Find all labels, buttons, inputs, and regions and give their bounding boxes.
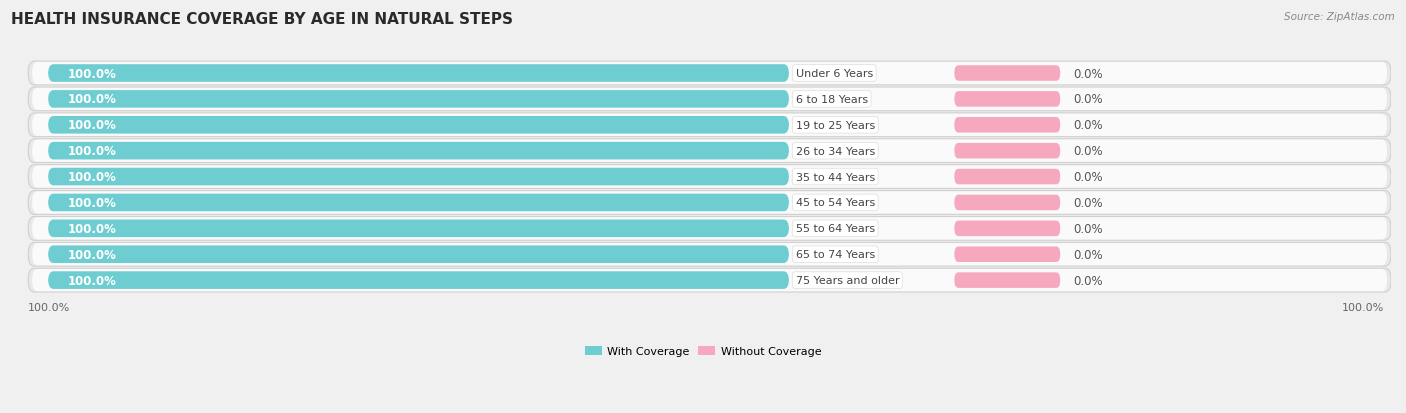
FancyBboxPatch shape [48, 194, 789, 212]
Text: 19 to 25 Years: 19 to 25 Years [796, 121, 875, 131]
FancyBboxPatch shape [955, 169, 1060, 185]
FancyBboxPatch shape [28, 191, 1391, 215]
FancyBboxPatch shape [28, 114, 1391, 138]
FancyBboxPatch shape [48, 169, 789, 186]
Text: 0.0%: 0.0% [1073, 67, 1104, 80]
Text: 26 to 34 Years: 26 to 34 Years [796, 146, 875, 156]
Text: 0.0%: 0.0% [1073, 197, 1104, 209]
Text: 45 to 54 Years: 45 to 54 Years [796, 198, 875, 208]
FancyBboxPatch shape [32, 192, 1388, 214]
Text: 0.0%: 0.0% [1073, 145, 1104, 158]
Text: 0.0%: 0.0% [1073, 222, 1104, 235]
Legend: With Coverage, Without Coverage: With Coverage, Without Coverage [581, 342, 825, 361]
Text: 35 to 44 Years: 35 to 44 Years [796, 172, 875, 182]
FancyBboxPatch shape [48, 220, 789, 237]
FancyBboxPatch shape [32, 166, 1388, 188]
FancyBboxPatch shape [28, 165, 1391, 189]
Text: HEALTH INSURANCE COVERAGE BY AGE IN NATURAL STEPS: HEALTH INSURANCE COVERAGE BY AGE IN NATU… [11, 12, 513, 27]
Text: 100.0%: 100.0% [67, 67, 117, 80]
Text: 100.0%: 100.0% [67, 171, 117, 184]
Text: 75 Years and older: 75 Years and older [796, 275, 900, 285]
FancyBboxPatch shape [28, 62, 1391, 86]
FancyBboxPatch shape [28, 268, 1391, 292]
Text: 0.0%: 0.0% [1073, 93, 1104, 106]
Text: 100.0%: 100.0% [67, 145, 117, 158]
FancyBboxPatch shape [28, 88, 1391, 112]
FancyBboxPatch shape [955, 273, 1060, 288]
FancyBboxPatch shape [32, 269, 1388, 292]
FancyBboxPatch shape [32, 63, 1388, 85]
FancyBboxPatch shape [955, 144, 1060, 159]
FancyBboxPatch shape [48, 91, 789, 109]
Text: 65 to 74 Years: 65 to 74 Years [796, 249, 875, 260]
FancyBboxPatch shape [28, 243, 1391, 266]
Text: 100.0%: 100.0% [1343, 302, 1385, 312]
FancyBboxPatch shape [955, 247, 1060, 262]
Text: 100.0%: 100.0% [67, 119, 117, 132]
Text: 100.0%: 100.0% [67, 222, 117, 235]
FancyBboxPatch shape [48, 117, 789, 134]
Text: 100.0%: 100.0% [67, 197, 117, 209]
FancyBboxPatch shape [32, 88, 1388, 111]
FancyBboxPatch shape [955, 118, 1060, 133]
FancyBboxPatch shape [32, 244, 1388, 266]
Text: 0.0%: 0.0% [1073, 119, 1104, 132]
Text: 0.0%: 0.0% [1073, 248, 1104, 261]
Text: 0.0%: 0.0% [1073, 274, 1104, 287]
Text: 100.0%: 100.0% [67, 274, 117, 287]
Text: 55 to 64 Years: 55 to 64 Years [796, 224, 875, 234]
Text: 0.0%: 0.0% [1073, 171, 1104, 184]
FancyBboxPatch shape [955, 92, 1060, 107]
Text: 100.0%: 100.0% [67, 93, 117, 106]
FancyBboxPatch shape [48, 142, 789, 160]
FancyBboxPatch shape [28, 140, 1391, 163]
FancyBboxPatch shape [32, 114, 1388, 137]
FancyBboxPatch shape [955, 66, 1060, 82]
FancyBboxPatch shape [32, 140, 1388, 162]
FancyBboxPatch shape [32, 218, 1388, 240]
FancyBboxPatch shape [48, 246, 789, 263]
FancyBboxPatch shape [48, 272, 789, 289]
Text: Under 6 Years: Under 6 Years [796, 69, 873, 79]
Text: 100.0%: 100.0% [67, 248, 117, 261]
FancyBboxPatch shape [955, 221, 1060, 237]
Text: 6 to 18 Years: 6 to 18 Years [796, 95, 868, 104]
Text: 100.0%: 100.0% [28, 302, 70, 312]
Text: Source: ZipAtlas.com: Source: ZipAtlas.com [1284, 12, 1395, 22]
FancyBboxPatch shape [28, 217, 1391, 241]
FancyBboxPatch shape [955, 195, 1060, 211]
FancyBboxPatch shape [48, 65, 789, 83]
